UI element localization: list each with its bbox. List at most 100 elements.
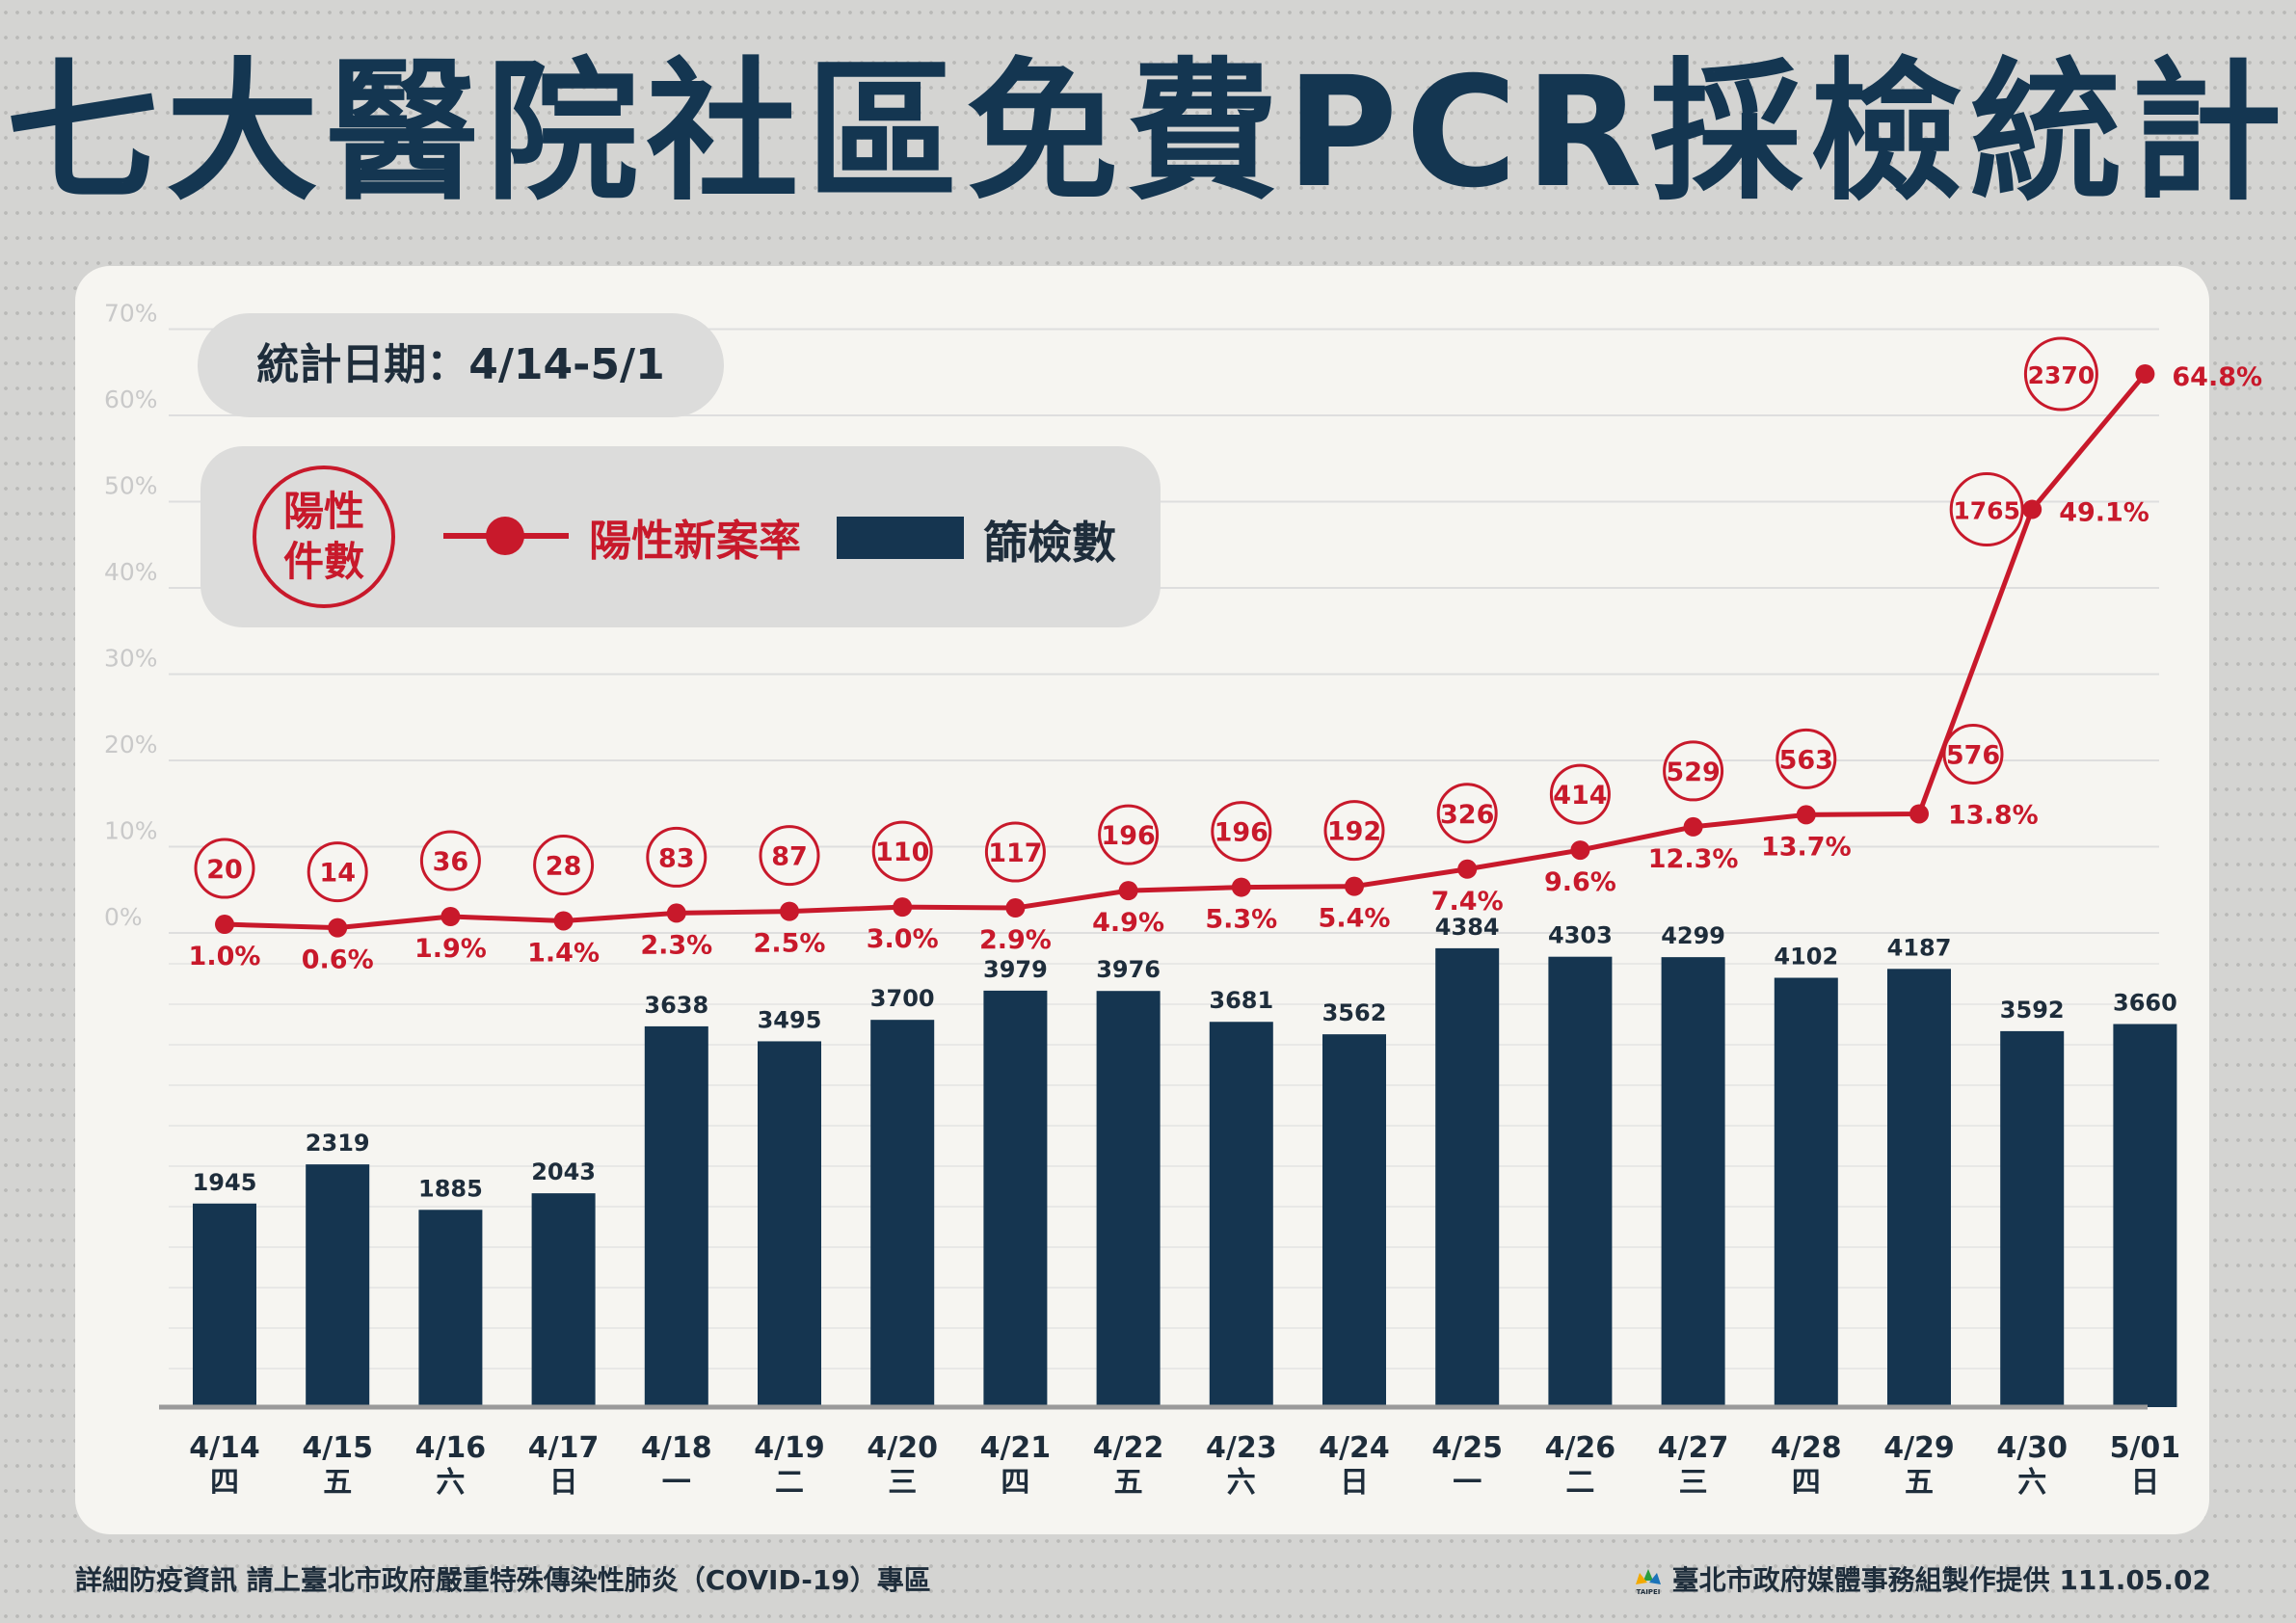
rate-label: 13.8% [1948,800,2039,830]
bar-value-label: 4303 [1548,922,1613,949]
rate-label: 3.0% [867,924,939,954]
positive-count-circle [1098,804,1160,865]
rate-point [780,901,799,921]
bar-value-label: 4299 [1661,922,1725,949]
x-weekday-label: 四 [1792,1466,1821,1500]
x-tick-label: 4/27 [1658,1431,1729,1465]
rate-point [553,911,574,931]
x-weekday-label: 六 [1227,1466,1256,1500]
rate-label: 4.9% [1092,908,1164,938]
x-weekday-label: 四 [1001,1466,1029,1500]
rate-point [2022,499,2042,519]
rate-label: 13.7% [1761,832,1852,862]
bar-value-label: 4187 [1887,934,1952,961]
positive-count-label: 28 [546,851,582,881]
rate-point [1118,881,1138,901]
rate-point [1231,877,1251,897]
x-weekday-label: 二 [775,1466,804,1500]
y-tick-label: 20% [104,731,158,758]
taipei-logo-icon: TAIPEI [1635,1569,1661,1596]
rate-point [1457,859,1478,879]
rate-label: 7.4% [1431,887,1504,917]
bar-value-label: 1885 [418,1175,483,1202]
rate-point [1005,898,1026,918]
positive-count-circle [1211,801,1272,863]
bar [1774,977,1838,1407]
positive-count-label: 414 [1553,781,1607,811]
x-tick-label: 4/29 [1883,1431,1955,1465]
rate-point [328,918,348,938]
x-weekday-label: 日 [2130,1466,2159,1500]
x-tick-label: 5/01 [2110,1431,2181,1465]
x-tick-label: 4/17 [528,1431,600,1465]
rate-point [1683,816,1703,837]
x-tick-label: 4/25 [1431,1431,1503,1465]
positive-count-circle [1949,472,2024,547]
positive-count-circle [1663,740,1724,802]
bar [1209,1022,1273,1407]
positive-count-label: 576 [1946,740,2000,770]
x-tick-label: 4/28 [1771,1431,1842,1465]
x-tick-label: 4/16 [415,1431,487,1465]
positive-count-circle [1775,728,1837,789]
footer-info: 詳細防疫資訊 請上臺北市政府嚴重特殊傳染性肺炎（COVID-19）專區 [75,1564,931,1596]
legend-bar-swatch [837,517,964,559]
rate-label: 1.4% [527,938,600,968]
rate-label: 5.3% [1205,905,1277,935]
positive-count-label: 36 [433,847,469,877]
positive-count-label: 20 [206,855,243,885]
y-tick-label: 0% [104,903,143,931]
x-tick-label: 4/24 [1319,1431,1390,1465]
x-weekday-label: 一 [662,1466,691,1500]
y-tick-label: 10% [104,817,158,845]
rate-point [1909,804,1929,824]
x-tick-label: 4/23 [1206,1431,1277,1465]
y-tick-label: 40% [104,558,158,586]
bar [1661,957,1725,1407]
bar [193,1203,256,1407]
positive-count-circle [307,841,368,903]
rate-label: 2.3% [640,930,712,960]
rate-label: 2.5% [754,929,826,959]
bar [531,1193,596,1407]
legend-positive-count-circle: 陽性件數 [253,466,395,608]
bar [983,990,1048,1407]
bar [1887,969,1951,1407]
bar-value-label: 4384 [1435,914,1500,941]
positive-count-circle [2023,336,2098,412]
positive-count-circle [1323,800,1385,862]
x-weekday-label: 二 [1565,1466,1594,1500]
bar-value-label: 1945 [193,1169,257,1196]
rate-label: 12.3% [1648,844,1739,874]
x-weekday-label: 五 [1905,1466,1934,1500]
bar-value-label: 3979 [983,956,1048,983]
positive-count-circle [419,830,481,891]
bar-value-label: 3700 [870,985,935,1012]
taipei-logo-text: TAIPEI [1636,1588,1660,1596]
rate-point [1570,840,1590,861]
legend-positive-count-label: 陽性件數 [282,488,364,585]
bar [418,1210,483,1407]
x-weekday-label: 四 [210,1466,239,1500]
page-title: 七大醫院社區免費PCR採檢統計 [6,44,2290,222]
bar [1322,1034,1386,1407]
positive-count-label: 87 [771,842,808,872]
x-weekday-label: 三 [1679,1466,1708,1500]
x-tick-label: 4/18 [641,1431,712,1465]
bar-value-label: 3976 [1096,956,1161,983]
positive-count-circle [533,834,595,895]
bar-value-label: 3592 [2000,997,2065,1024]
positive-count-label: 117 [988,838,1042,868]
positive-count-label: 83 [658,843,695,873]
positive-count-circle [1436,783,1498,844]
legend: 陽性件數 陽性新案率 篩檢數 [200,446,1161,627]
positive-count-circle [871,820,933,882]
positive-count-circle [1549,763,1611,825]
bar-value-label: 4102 [1774,944,1838,971]
positive-count-circle [759,825,820,887]
bar [2113,1024,2177,1407]
x-tick-label: 4/20 [867,1431,938,1465]
x-weekday-label: 五 [323,1466,352,1500]
positive-count-label: 14 [319,859,356,889]
